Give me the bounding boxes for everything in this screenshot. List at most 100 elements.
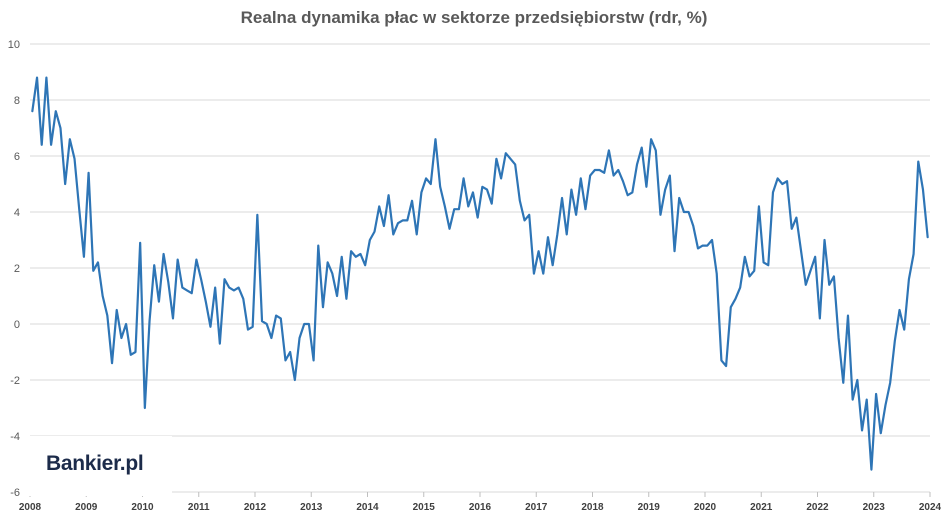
data-point <box>274 314 278 318</box>
x-tick-label: 2013 <box>300 502 323 513</box>
data-point <box>832 274 836 278</box>
data-point <box>190 291 194 295</box>
data-point <box>157 300 161 304</box>
data-point <box>532 272 536 276</box>
chart-title: Realna dynamika płac w sektorze przedsię… <box>240 8 708 27</box>
data-point <box>101 294 105 298</box>
x-tick-label: 2010 <box>131 502 154 513</box>
x-tick-label: 2024 <box>919 502 942 513</box>
data-point <box>180 286 184 290</box>
data-point <box>823 238 827 242</box>
data-point <box>260 319 264 323</box>
data-point <box>321 305 325 309</box>
data-point <box>644 185 648 189</box>
data-point <box>813 255 817 259</box>
data-point <box>204 300 208 304</box>
data-point <box>330 272 334 276</box>
data-point <box>246 328 250 332</box>
data-point <box>302 322 306 326</box>
data-point <box>780 182 784 186</box>
data-point <box>776 176 780 180</box>
data-point <box>391 232 395 236</box>
data-point <box>368 238 372 242</box>
data-point <box>757 204 761 208</box>
data-point <box>719 358 723 362</box>
data-point <box>794 216 798 220</box>
y-tick-label: -4 <box>10 431 20 443</box>
data-point <box>560 196 564 200</box>
data-point <box>354 255 358 259</box>
x-tick-label: 2011 <box>188 502 210 513</box>
data-point <box>499 176 503 180</box>
data-point <box>166 280 170 284</box>
data-point <box>227 286 231 290</box>
data-point <box>494 157 498 161</box>
data-point <box>40 143 44 147</box>
data-point <box>199 277 203 281</box>
data-point <box>405 218 409 222</box>
data-point <box>424 176 428 180</box>
data-point <box>485 188 489 192</box>
data-point <box>546 235 550 239</box>
data-point <box>377 204 381 208</box>
data-point <box>893 339 897 343</box>
x-tick-label: 2018 <box>581 502 604 513</box>
data-point <box>883 403 887 407</box>
data-point <box>396 221 400 225</box>
data-point <box>124 322 128 326</box>
data-point <box>616 168 620 172</box>
data-point <box>194 258 198 262</box>
data-point <box>523 218 527 222</box>
data-point <box>298 336 302 340</box>
data-point <box>335 294 339 298</box>
data-point <box>785 179 789 183</box>
data-point <box>255 213 259 217</box>
data-point <box>349 249 353 253</box>
data-point <box>316 244 320 248</box>
data-point <box>293 378 297 382</box>
x-tick-label: 2012 <box>244 502 267 513</box>
data-point <box>790 227 794 231</box>
data-point <box>579 176 583 180</box>
bankier-logo: Bankier.pl <box>46 452 144 476</box>
x-tick-label: 2019 <box>638 502 661 513</box>
data-point <box>63 182 67 186</box>
data-point <box>733 297 737 301</box>
x-tick-label: 2015 <box>413 502 436 513</box>
data-point <box>888 381 892 385</box>
data-point <box>630 190 634 194</box>
data-point <box>677 196 681 200</box>
data-point <box>133 350 137 354</box>
data-point <box>851 398 855 402</box>
data-point <box>462 176 466 180</box>
data-point <box>54 109 58 113</box>
data-point <box>176 258 180 262</box>
data-point <box>490 202 494 206</box>
data-point <box>860 428 864 432</box>
data-point <box>673 249 677 253</box>
data-point <box>654 148 658 152</box>
data-point <box>269 336 273 340</box>
data-point <box>387 193 391 197</box>
data-point <box>504 151 508 155</box>
data-point <box>738 286 742 290</box>
data-point <box>743 255 747 259</box>
y-tick-label: -2 <box>10 375 20 387</box>
data-point <box>687 210 691 214</box>
data-point <box>926 235 930 239</box>
data-point <box>555 232 559 236</box>
data-point <box>363 263 367 267</box>
data-point <box>208 325 212 329</box>
data-point <box>701 244 705 248</box>
data-point <box>340 255 344 259</box>
data-point <box>912 252 916 256</box>
data-point <box>841 381 845 385</box>
x-tick-label: 2014 <box>356 502 379 513</box>
data-point <box>218 342 222 346</box>
data-point <box>902 328 906 332</box>
x-tick-label: 2021 <box>750 502 773 513</box>
data-point <box>457 207 461 211</box>
data-point <box>593 168 597 172</box>
series-line-layer <box>31 76 930 471</box>
data-point <box>452 207 456 211</box>
